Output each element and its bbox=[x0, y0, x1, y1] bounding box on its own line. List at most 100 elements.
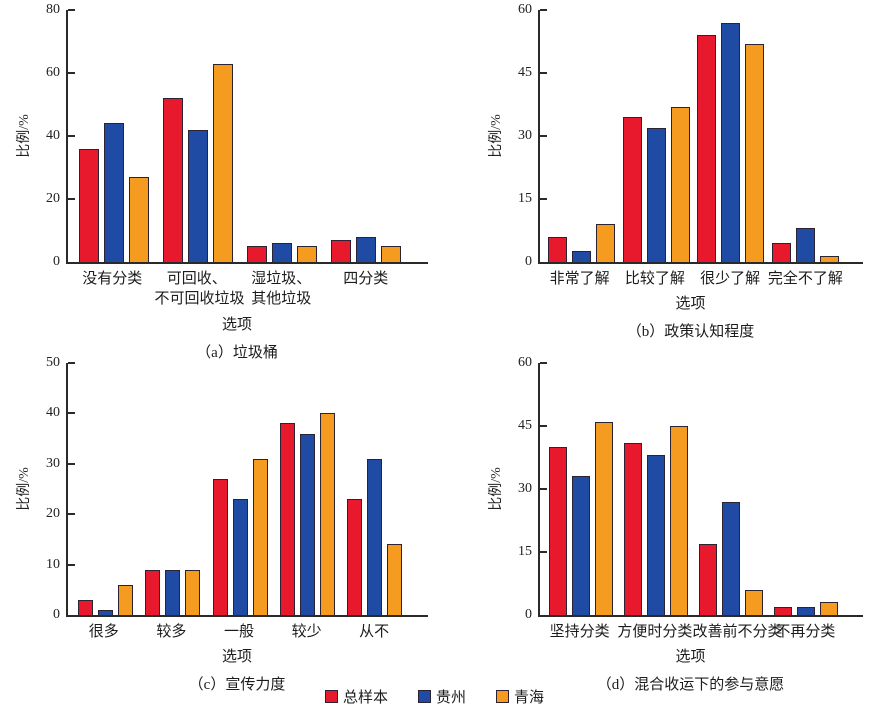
chart-panel-a: 比例/% 0 20 40 60 80 没有分类 可回收、 不可回收垃圾 湿垃圾、 其他垃圾 四分类… bbox=[0, 0, 434, 361]
y-tick-label: 0 bbox=[53, 254, 60, 269]
chart-body: 比例/% 0 20 40 60 80 没有分类 可回收、 不可回收垃圾 湿垃圾、 其他垃圾 四分类… bbox=[14, 3, 428, 362]
bar bbox=[646, 128, 666, 262]
y-tick-mark bbox=[68, 9, 75, 11]
bar bbox=[796, 607, 815, 615]
bar-group bbox=[694, 502, 769, 615]
bar bbox=[622, 117, 642, 262]
chart-caption: （d）混合收运下的参与意愿 bbox=[596, 677, 785, 694]
y-tick-mark bbox=[540, 9, 547, 11]
y-tick-mark bbox=[68, 412, 75, 415]
bar bbox=[252, 459, 268, 615]
y-tick-label: 0 bbox=[525, 607, 532, 622]
y-tick-mark bbox=[68, 198, 75, 200]
chart-caption: （b）政策认知程度 bbox=[626, 324, 755, 341]
y-tick-label: 45 bbox=[518, 65, 532, 80]
category-label: 改善前不分类 bbox=[692, 624, 783, 640]
y-axis-title: 比例/% bbox=[489, 114, 504, 158]
legend-item: 贵州 bbox=[417, 686, 466, 707]
category-label: 较多 bbox=[156, 624, 187, 640]
y-tick-mark bbox=[540, 198, 547, 200]
plot-column: 0 15 30 45 60 非常了解 比较了解 很少了解 完全不了解 选项 （b）政策认知程度 bbox=[504, 3, 863, 341]
y-tick-mark bbox=[540, 488, 547, 490]
y-tick-label: 20 bbox=[46, 191, 60, 206]
bar bbox=[299, 434, 315, 615]
category-label: 比较了解 bbox=[624, 271, 685, 287]
bar-group bbox=[324, 237, 408, 262]
category-label: 坚持分类 bbox=[549, 624, 610, 640]
bar bbox=[366, 459, 382, 615]
bar bbox=[697, 35, 717, 262]
bar bbox=[232, 499, 248, 615]
bar-group bbox=[694, 23, 769, 262]
bar-group bbox=[206, 459, 273, 615]
category-labels: 很多 较多 一般 较少 从不 bbox=[66, 622, 428, 642]
y-axis-title-col: 比例/% bbox=[486, 10, 504, 262]
chart-caption: （c）宣传力度 bbox=[188, 677, 286, 694]
plot-area: 0 20 40 60 80 bbox=[46, 3, 428, 269]
category-label: 方便时分类 bbox=[617, 624, 693, 640]
x-axis-title: 选项 bbox=[675, 296, 706, 313]
bar-group bbox=[240, 243, 324, 262]
y-tick-mark bbox=[540, 362, 547, 364]
bar bbox=[188, 130, 208, 262]
legend-swatch bbox=[417, 690, 431, 703]
category-label: 可回收、 不可回收垃圾 bbox=[154, 271, 245, 308]
bar-group bbox=[544, 422, 619, 615]
category-label: 一般 bbox=[223, 624, 254, 640]
chart-body: 比例/% 0 15 30 45 60 坚持分类 方便时分类 改善前不分类 不再分类 选项 （d）混合收… bbox=[486, 356, 863, 694]
y-tick-mark bbox=[68, 563, 75, 566]
bar bbox=[297, 246, 317, 262]
category-label: 湿垃圾、 其他垃圾 bbox=[251, 271, 312, 308]
y-tick-label: 60 bbox=[518, 355, 532, 370]
y-tick-label: 20 bbox=[46, 506, 60, 522]
y-tick-label: 15 bbox=[518, 191, 532, 206]
bar bbox=[319, 413, 335, 615]
category-label: 没有分类 bbox=[82, 271, 143, 287]
y-tick-label: 40 bbox=[46, 128, 60, 143]
bar bbox=[549, 447, 568, 615]
bar bbox=[213, 64, 233, 262]
x-axis-title: 选项 bbox=[221, 316, 252, 333]
bar bbox=[381, 246, 401, 262]
chart-body: 比例/% 0 15 30 45 60 非常了解 比较了解 很少了解 完全不了解 选项 （b）政策认知程… bbox=[486, 3, 863, 341]
category-labels: 非常了解 比较了解 很少了解 完全不了解 bbox=[538, 269, 863, 289]
category-label: 从不 bbox=[359, 624, 390, 640]
bar-group bbox=[341, 459, 408, 615]
bar-group bbox=[768, 602, 843, 615]
category-label: 不再分类 bbox=[775, 624, 836, 640]
plot-area: 0 15 30 45 60 bbox=[518, 356, 863, 622]
y-tick-mark bbox=[540, 551, 547, 553]
y-tick-mark bbox=[68, 462, 75, 465]
bar-group bbox=[619, 426, 694, 615]
category-label: 四分类 bbox=[343, 271, 389, 287]
bar-group bbox=[274, 413, 341, 615]
y-axis-title-col: 比例/% bbox=[14, 363, 32, 615]
bar bbox=[279, 423, 295, 615]
y-tick-label: 0 bbox=[53, 607, 60, 622]
legend: 总样本 贵州 青海 bbox=[0, 686, 869, 707]
y-tick-mark bbox=[540, 135, 547, 137]
bar bbox=[819, 602, 838, 615]
bar bbox=[79, 149, 99, 262]
bar bbox=[346, 499, 362, 615]
bar bbox=[820, 256, 840, 262]
bar-group bbox=[72, 585, 139, 615]
y-tick-label: 45 bbox=[518, 418, 532, 433]
bar-group bbox=[619, 107, 694, 262]
bar bbox=[118, 585, 134, 615]
plot-column: 0 10 20 30 40 50 很多 较多 一般 较少 从不 选项 （c）宣传力度 bbox=[32, 356, 428, 694]
y-tick-label: 80 bbox=[46, 2, 60, 17]
bar-group bbox=[156, 64, 240, 262]
x-axis-title: 选项 bbox=[675, 649, 706, 666]
bar bbox=[624, 443, 643, 615]
legend-label: 总样本 bbox=[342, 690, 388, 706]
bar bbox=[356, 237, 376, 262]
category-label: 很少了解 bbox=[700, 271, 761, 287]
bar bbox=[247, 246, 267, 262]
y-tick-label: 60 bbox=[46, 65, 60, 80]
bar bbox=[670, 107, 690, 262]
y-tick-mark bbox=[68, 513, 75, 516]
bar bbox=[163, 98, 183, 262]
chart-panel-b: 比例/% 0 15 30 45 60 非常了解 比较了解 很少了解 完全不了解 选项 （b）政策认知程… bbox=[434, 0, 869, 350]
